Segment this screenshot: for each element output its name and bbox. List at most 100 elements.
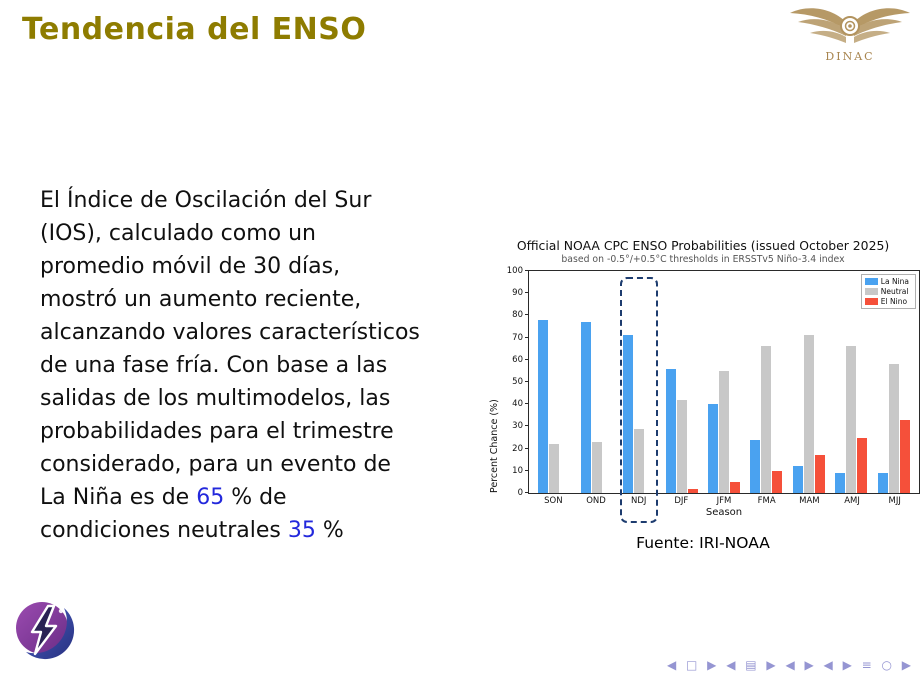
- bar-group-son: [533, 271, 575, 493]
- y-tick-mark: [525, 492, 529, 493]
- text-segment: La Niña es de: [40, 485, 197, 510]
- legend-entry: La Nina: [864, 277, 909, 286]
- y-tick-label: 70: [512, 332, 523, 343]
- bar-neutral: [761, 346, 772, 493]
- x-tick-label: JFM: [716, 496, 732, 506]
- bar-neutral: [634, 428, 645, 493]
- bar-neutral: [718, 370, 729, 493]
- y-tick-mark: [525, 270, 529, 271]
- legend-label: Neutral: [880, 287, 909, 296]
- body-line: probabilidades para el trimestre: [40, 419, 394, 444]
- chart-title: Official NOAA CPC ENSO Probabilities (is…: [516, 238, 890, 253]
- bar-neutral: [888, 364, 899, 493]
- bar-neutral: [846, 346, 857, 493]
- y-tick-mark: [525, 314, 529, 316]
- bar-la-nina: [877, 473, 888, 493]
- y-tick-label: 30: [512, 421, 523, 432]
- y-tick-mark: [525, 381, 529, 382]
- body-line: salidas de los multimodelos, las: [40, 386, 391, 411]
- x-tick-label: FMA: [757, 496, 776, 506]
- bar-la-nina: [835, 473, 846, 493]
- bar-el-nino: [857, 437, 868, 493]
- body-paragraph: El Índice de Oscilación del Sur (IOS), ca…: [40, 184, 470, 547]
- y-tick-label: 90: [512, 288, 523, 299]
- y-tick-label: 20: [512, 443, 523, 454]
- lightning-logo-icon: [16, 602, 75, 660]
- bar-neutral: [591, 441, 602, 493]
- chart-legend: La Nina Neutral El Nino: [860, 274, 916, 309]
- y-tick-mark: [525, 292, 529, 294]
- y-axis-label: Percent Chance (%): [489, 399, 500, 493]
- y-tick-mark: [525, 358, 529, 360]
- chart-subtitle: based on -0.5°/+0.5°C thresholds in ERSS…: [561, 254, 845, 265]
- plot-area: Percent Chance (%) La Nina Neutral El Nino…: [489, 266, 920, 523]
- body-line: (IOS), calculado como un: [40, 221, 316, 246]
- y-tick-label: 40: [512, 399, 523, 410]
- body-line-neutral: condiciones neutrales 35 %: [40, 514, 470, 547]
- bar-el-nino: [814, 455, 825, 493]
- la-nina-probability-value: 65: [196, 485, 225, 510]
- dinac-logo-text: DINAC: [825, 50, 874, 63]
- body-line: de una fase fría. Con base a las: [40, 353, 388, 378]
- bar-group-ond: [575, 271, 617, 493]
- legend-entry: Neutral: [864, 287, 909, 296]
- y-tick-mark: [525, 425, 529, 427]
- bar-group-amj: [830, 271, 872, 493]
- body-line: considerado, para un evento de: [40, 452, 391, 477]
- legend-entry: El Nino: [864, 297, 909, 306]
- bar-la-nina: [792, 466, 803, 493]
- x-tick-label: AMJ: [844, 496, 860, 506]
- y-tick-mark: [525, 336, 529, 338]
- x-tick-label: MJJ: [888, 496, 901, 506]
- bar-group-mjj: [873, 271, 915, 493]
- bar-la-nina: [580, 322, 591, 493]
- legend-swatch: [864, 278, 878, 285]
- bar-la-nina: [750, 439, 761, 493]
- legend-label: El Nino: [880, 297, 908, 306]
- text-segment: % de: [224, 485, 287, 510]
- bar-la-nina: [665, 368, 676, 493]
- weather-service-logo: [12, 596, 80, 666]
- bar-neutral: [803, 335, 814, 493]
- x-tick-label: MAM: [799, 496, 820, 506]
- bar-el-nino: [729, 481, 740, 493]
- x-tick-label: OND: [586, 496, 606, 506]
- x-axis-title: Season: [705, 507, 743, 518]
- body-line: promedio móvil de 30 días,: [40, 254, 341, 279]
- body-line-nina: La Niña es de 65 % de: [40, 481, 470, 514]
- x-tick-label: NDJ: [630, 496, 647, 506]
- bar-group-mam: [788, 271, 830, 493]
- body-line: alcanzando valores característicos: [40, 320, 420, 345]
- bar-group-fma: [745, 271, 787, 493]
- bar-el-nino: [687, 488, 698, 493]
- y-tick-label: 50: [512, 377, 523, 387]
- bar-el-nino: [899, 419, 910, 493]
- bar-la-nina: [538, 319, 549, 493]
- bar-group-djf: [660, 271, 702, 493]
- y-tick-label: 80: [512, 310, 523, 321]
- x-tick-label: SON: [544, 496, 563, 506]
- bar-la-nina: [623, 335, 634, 493]
- y-tick-label: 0: [517, 488, 523, 498]
- beamer-navigation[interactable]: ◀ □ ▶ ◀ ▤ ▶ ◀ ▶ ◀ ▶ ≡ ○ ▶: [666, 658, 914, 672]
- legend-swatch: [864, 298, 878, 305]
- dinac-wings-icon: DINAC: [790, 8, 910, 63]
- y-tick-mark: [525, 403, 529, 405]
- x-tick-label: DJF: [674, 496, 689, 506]
- neutral-probability-value: 35: [287, 518, 316, 543]
- text-segment: condiciones neutrales: [40, 518, 288, 543]
- enso-probability-chart: Official NOAA CPC ENSO Probabilities (is…: [486, 238, 920, 523]
- bar-group-jfm: [703, 271, 745, 493]
- y-tick-label: 10: [512, 465, 523, 476]
- y-tick-mark: [525, 469, 529, 471]
- dinac-logo: DINAC: [784, 4, 916, 70]
- text-segment: %: [315, 518, 344, 543]
- y-tick-label: 100: [506, 266, 523, 276]
- bar-group-ndj: [618, 271, 660, 523]
- bar-el-nino: [772, 470, 783, 493]
- body-line: El Índice de Oscilación del Sur: [40, 188, 372, 213]
- source-caption: Fuente: IRI-NOAA: [636, 534, 770, 552]
- y-tick-label: 60: [512, 354, 523, 365]
- bar-neutral: [676, 399, 687, 493]
